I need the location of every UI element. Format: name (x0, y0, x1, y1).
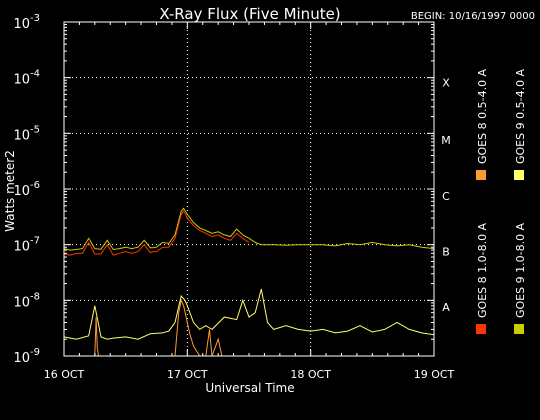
x-axis-label: Universal Time (205, 381, 294, 395)
series-line-1 (63, 207, 435, 251)
y-tick-label: 10-9 (13, 347, 40, 366)
y-axis-label: Watts meter2 (3, 150, 17, 232)
flare-class-label: A (442, 301, 450, 314)
legend-label: GOES 8 1.0-8.0 A (476, 222, 489, 318)
y-tick-label: 10-3 (13, 13, 40, 32)
legend-swatch (476, 170, 486, 180)
chart-title: X-Ray Flux (Five Minute) (159, 5, 340, 23)
series-line-4 (94, 298, 223, 357)
x-tick-label: 18 OCT (290, 368, 331, 381)
y-tick-label: 10-5 (13, 124, 40, 143)
y-tick-label: 10-8 (13, 291, 40, 310)
series-line-2 (63, 210, 250, 256)
flare-class-label: C (442, 190, 450, 203)
x-tick-label: 17 OCT (167, 368, 208, 381)
legend-label: GOES 8 0.5-4.0 A (476, 68, 489, 164)
legend-swatch (514, 324, 524, 334)
grid (64, 22, 434, 356)
y-tick-label: 10-4 (13, 69, 40, 88)
flare-class-label: B (442, 246, 450, 259)
legend: GOES 8 1.0-8.0 A GOES 8 0.5-4.0 A GOES 9 1… (476, 68, 527, 334)
y-tick-label: 10-7 (13, 236, 40, 255)
chart-subtitle: BEGIN: 10/16/1997 0000 (411, 11, 535, 22)
legend-label: GOES 9 1.0-8.0 A (514, 222, 527, 318)
legend-swatch (514, 170, 524, 180)
legend-swatch (476, 324, 486, 334)
x-tick-label: 16 OCT (44, 368, 85, 381)
y-tick-label: 10-6 (13, 180, 40, 199)
x-tick-label: 19 OCT (414, 368, 455, 381)
series-lines (63, 207, 435, 357)
flare-class-label: M (441, 134, 451, 147)
legend-label: GOES 9 0.5-4.0 A (514, 68, 527, 164)
axes: 10-3 10-4 10-5 10-6 10-7 10-8 10-9 X M C B A 16 OCT 1… (13, 13, 454, 381)
series-line-3 (63, 288, 435, 340)
flare-class-label: X (442, 77, 450, 90)
